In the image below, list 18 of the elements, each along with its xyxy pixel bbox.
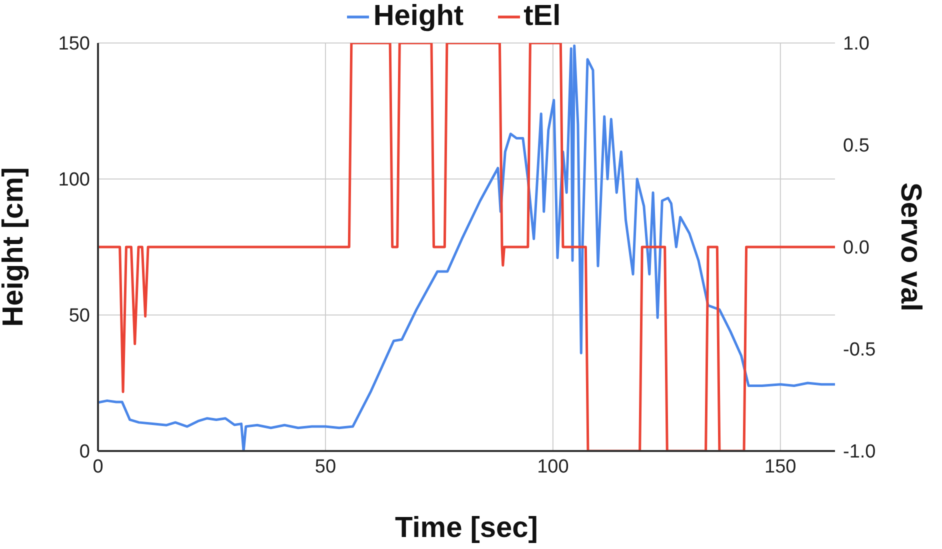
y-tick-label: 50 [68, 306, 90, 327]
y2-axis-title: Servo val [894, 182, 927, 312]
legend-label: Height [373, 0, 464, 32]
y-tick-label: 100 [58, 170, 90, 191]
y2-tick-label: -1.0 [843, 442, 876, 463]
y2-tick-label: 0.0 [843, 238, 870, 259]
x-tick-label: 0 [92, 456, 104, 478]
legend-label: tEl [524, 0, 561, 32]
y-tick-label: 0 [79, 442, 90, 463]
y-axis-title: Height [cm] [0, 167, 30, 327]
x-tick-label: 50 [314, 456, 336, 478]
y2-tick-label: -0.5 [843, 340, 876, 361]
y2-tick-label: 0.5 [843, 136, 870, 157]
y-tick-label: 150 [58, 34, 90, 55]
x-tick-label: 100 [537, 456, 569, 478]
x-tick-label: 150 [764, 456, 796, 478]
y2-tick-label: 1.0 [843, 34, 870, 55]
x-axis-title: Time [sec] [395, 512, 538, 544]
